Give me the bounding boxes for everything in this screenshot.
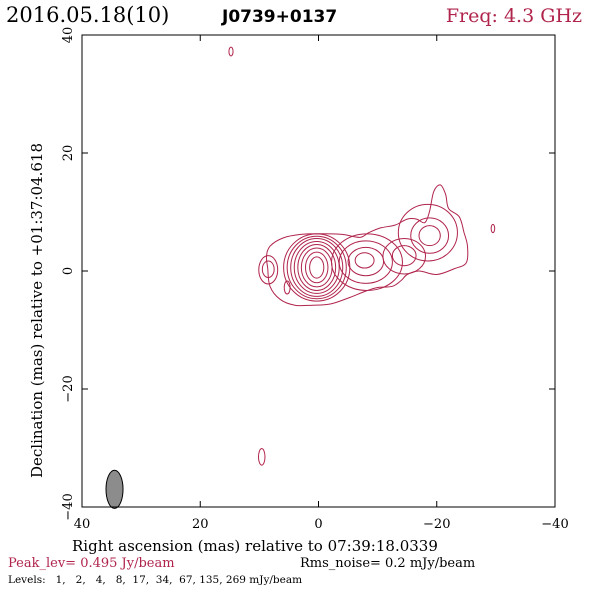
- y-tick-label: −40: [61, 493, 76, 520]
- y-axis-ticks: −40 −20 0 20 40: [61, 27, 555, 521]
- plot-border: [81, 34, 556, 508]
- y-tick-label: 40: [61, 27, 76, 44]
- component-contour: [257, 448, 266, 466]
- y-tick-label: 0: [61, 267, 76, 275]
- chart-title-date: 2016.05.18(10): [6, 3, 169, 27]
- jet-contour: [391, 245, 417, 267]
- jet-contour: [418, 225, 441, 247]
- core-contour: [286, 235, 347, 300]
- component-contour: [490, 223, 496, 234]
- chart-title-freq: Freq: 4.3 GHz: [446, 5, 582, 27]
- jet-contour: [354, 252, 375, 269]
- component-contour: [228, 46, 234, 57]
- rms-noise: Rms_noise= 0.2 mJy/beam: [300, 556, 475, 571]
- y-axis-label: Declination (mas) relative to +01:37:04.…: [28, 143, 46, 478]
- y-tick-label: −20: [61, 375, 76, 402]
- component-contour: [258, 255, 279, 285]
- core-contour: [293, 241, 340, 294]
- jet-contour: [338, 240, 393, 284]
- contour-layer: [228, 46, 496, 466]
- core-contour: [304, 251, 329, 284]
- beam-layer: [105, 469, 124, 509]
- component-contour: [283, 280, 291, 295]
- x-tick-label: 40: [74, 517, 91, 532]
- y-tick-label: 20: [61, 145, 76, 162]
- contour-levels: Levels: 1, 2, 4, 8, 17, 34, 67, 135, 269…: [8, 574, 302, 586]
- x-tick-label: 0: [314, 517, 322, 532]
- jet-contour: [397, 203, 458, 262]
- core-contour: [309, 256, 325, 279]
- peak-level: Peak_lev= 0.495 Jy/beam: [8, 556, 175, 571]
- plot-frame: [81, 34, 556, 508]
- core-contour: [297, 243, 337, 291]
- jet-contour: [382, 238, 427, 275]
- x-axis-ticks: 40 20 0 −20 −40: [74, 35, 569, 532]
- core-contour: [290, 238, 344, 297]
- x-tick-label: −20: [423, 517, 450, 532]
- beam-ellipse: [105, 469, 124, 509]
- component-contour: [261, 260, 275, 278]
- x-tick-label: 20: [192, 517, 209, 532]
- jet-contour: [331, 233, 403, 291]
- jet-contour: [347, 246, 385, 277]
- jet-outer-contour: [265, 184, 469, 307]
- x-tick-label: −40: [541, 517, 568, 532]
- jet-contour: [410, 217, 450, 254]
- x-axis-label: Right ascension (mas) relative to 07:39:…: [72, 537, 438, 555]
- chart-title-source: J0739+0137: [221, 7, 337, 27]
